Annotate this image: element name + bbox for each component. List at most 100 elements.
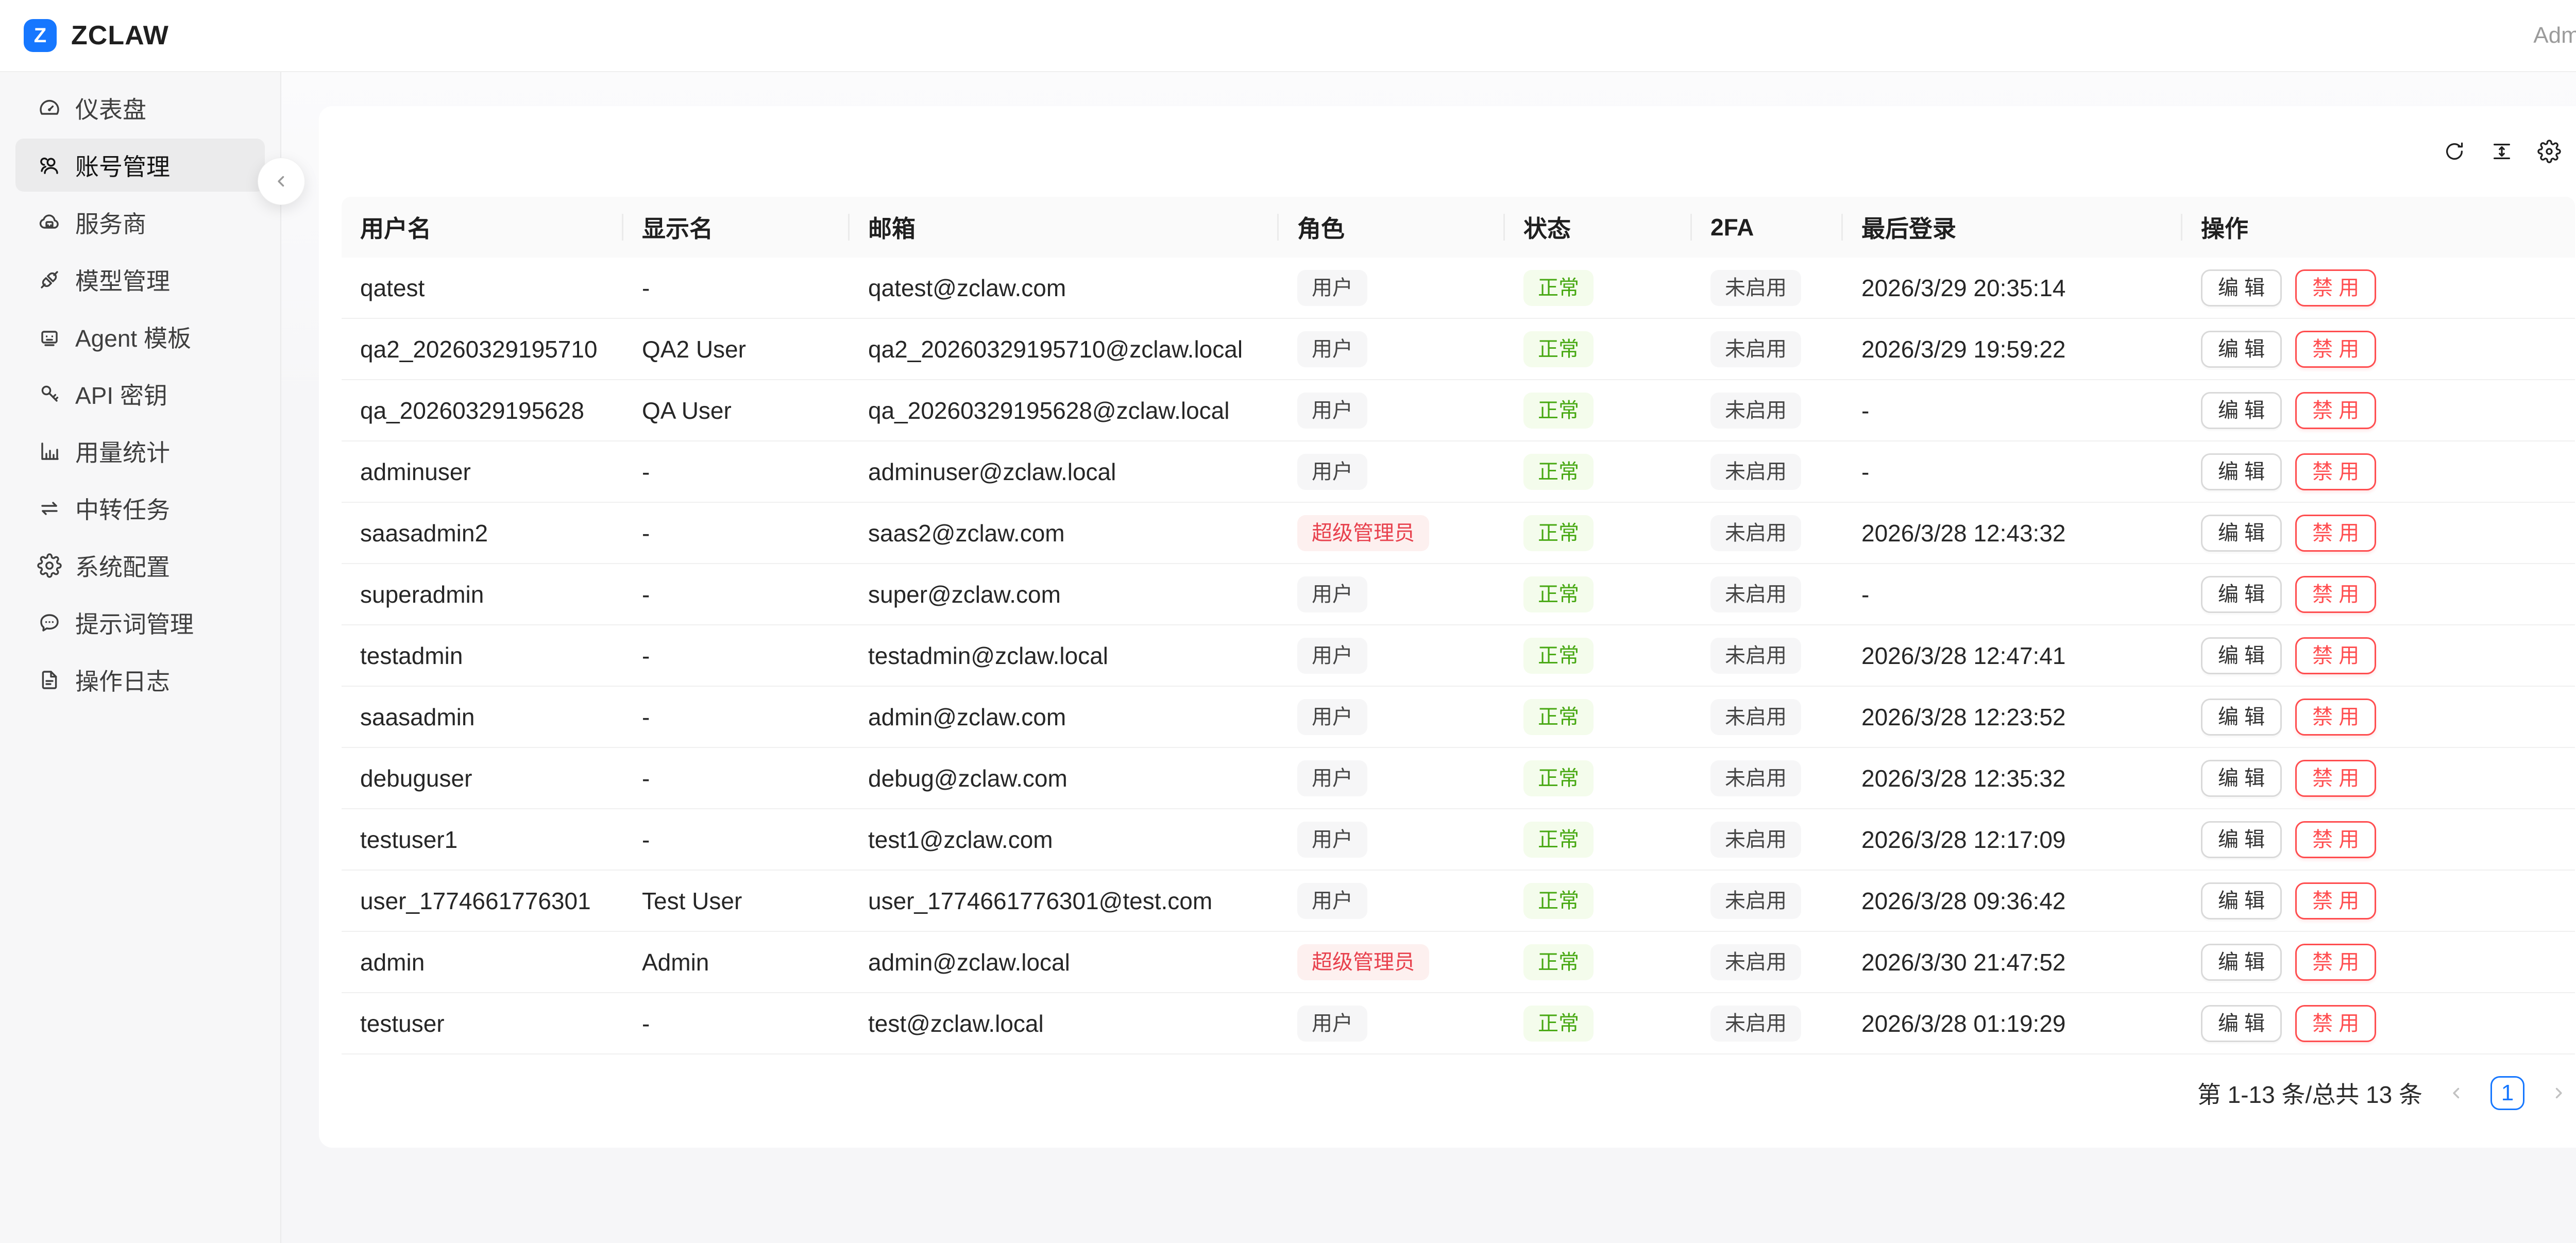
cell-display-name: - <box>623 503 850 564</box>
sidebar-item-10[interactable]: 提示词管理 <box>15 596 265 649</box>
sidebar-item-label: 模型管理 <box>75 267 170 295</box>
sidebar-item-6[interactable]: API 密钥 <box>15 367 265 420</box>
status-tag: 正常 <box>1523 944 1594 980</box>
status-tag: 正常 <box>1523 699 1594 735</box>
sidebar-item-5[interactable]: Agent 模板 <box>15 310 265 363</box>
cell-display-name: QA2 User <box>623 319 850 380</box>
table-header-row: 用户名 显示名 邮箱 角色 状态 2FA 最后登录 操作 <box>342 197 2575 258</box>
edit-button[interactable]: 编 辑 <box>2201 698 2282 736</box>
cell-2fa: 未启用 <box>1692 258 1843 319</box>
disable-button[interactable]: 禁 用 <box>2295 821 2377 858</box>
edit-button[interactable]: 编 辑 <box>2201 514 2282 552</box>
disable-button[interactable]: 禁 用 <box>2295 637 2377 674</box>
disable-button[interactable]: 禁 用 <box>2295 1004 2377 1042</box>
sidebar-collapse-button[interactable] <box>258 158 305 205</box>
twofa-tag: 未启用 <box>1710 1005 1801 1042</box>
message-icon <box>37 610 62 635</box>
main-wrap: 仪表盘 账号管理 服务商模型管理 Agent 模板 API 密钥 用量统计中转任务系统配置… <box>0 72 2576 1243</box>
disable-button[interactable]: 禁 用 <box>2295 575 2377 613</box>
sidebar-item-8[interactable]: 中转任务 <box>15 482 265 535</box>
cell-username: testadmin <box>342 625 623 687</box>
cell-role: 用户 <box>1279 625 1505 687</box>
disable-button[interactable]: 禁 用 <box>2295 514 2377 552</box>
twofa-tag: 未启用 <box>1710 453 1801 490</box>
table-card: 用户名 显示名 邮箱 角色 状态 2FA 最后登录 操作 qatest - qatest@zcla… <box>319 106 2576 1148</box>
cell-display-name: QA User <box>623 380 850 441</box>
twofa-tag: 未启用 <box>1710 760 1801 796</box>
disable-button[interactable]: 禁 用 <box>2295 943 2377 981</box>
disable-button[interactable]: 禁 用 <box>2295 269 2377 307</box>
gear-icon <box>37 553 62 578</box>
reload-button[interactable] <box>2440 137 2469 166</box>
cell-email: test@zclaw.local <box>850 993 1279 1054</box>
cell-role: 用户 <box>1279 564 1505 625</box>
sidebar-item-11[interactable]: 操作日志 <box>15 653 265 706</box>
cell-username: qatest <box>342 258 623 319</box>
topbar: Z ZCLAW Admin <box>0 0 2576 72</box>
cell-status: 正常 <box>1505 993 1692 1054</box>
sidebar-item-9[interactable]: 系统配置 <box>15 539 265 592</box>
edit-button[interactable]: 编 辑 <box>2201 330 2282 368</box>
edit-button[interactable]: 编 辑 <box>2201 1004 2282 1042</box>
cell-email: super@zclaw.com <box>850 564 1279 625</box>
cell-actions: 编 辑禁 用 <box>2182 441 2575 503</box>
cell-last-login: 2026/3/29 19:59:22 <box>1843 319 2182 380</box>
cell-username: saasadmin2 <box>342 503 623 564</box>
column-setting-button[interactable] <box>2535 137 2564 166</box>
disable-button[interactable]: 禁 用 <box>2295 330 2377 368</box>
edit-button[interactable]: 编 辑 <box>2201 637 2282 674</box>
status-tag: 正常 <box>1523 576 1594 612</box>
edit-button[interactable]: 编 辑 <box>2201 269 2282 307</box>
disable-button[interactable]: 禁 用 <box>2295 698 2377 736</box>
cell-email: admin@zclaw.com <box>850 687 1279 748</box>
twofa-tag: 未启用 <box>1710 392 1801 429</box>
table-row: qa_20260329195628 QA User qa_2026032919562… <box>342 380 2575 441</box>
table-row: testuser1- test1@zclaw.com 用户 正常 未启用 2026/3/2… <box>342 809 2575 871</box>
pagination-next-button[interactable] <box>2542 1077 2575 1110</box>
sidebar-item-2[interactable]: 账号管理 <box>15 139 265 192</box>
sidebar: 仪表盘 账号管理 服务商模型管理 Agent 模板 API 密钥 用量统计中转任务系统配置… <box>0 72 305 1243</box>
edit-button[interactable]: 编 辑 <box>2201 821 2282 858</box>
status-tag: 正常 <box>1523 1005 1594 1042</box>
pagination-prev-button[interactable] <box>2440 1077 2473 1110</box>
cell-status: 正常 <box>1505 380 1692 441</box>
column-header: 状态 <box>1505 197 1692 258</box>
cell-2fa: 未启用 <box>1692 687 1843 748</box>
sidebar-item-7[interactable]: 用量统计 <box>15 424 265 478</box>
disable-button[interactable]: 禁 用 <box>2295 453 2377 490</box>
cell-actions: 编 辑禁 用 <box>2182 748 2575 809</box>
cell-role: 用户 <box>1279 687 1505 748</box>
sidebar-item-3[interactable]: 服务商 <box>15 196 265 249</box>
cell-role: 用户 <box>1279 380 1505 441</box>
content-area: 用户名 显示名 邮箱 角色 状态 2FA 最后登录 操作 qatest - qatest@zcla… <box>281 72 2576 1243</box>
edit-button[interactable]: 编 辑 <box>2201 759 2282 797</box>
sidebar-item-1[interactable]: 仪表盘 <box>15 81 265 134</box>
app-logo: Z <box>24 19 57 52</box>
user-menu[interactable]: Admin <box>2533 23 2576 48</box>
density-button[interactable] <box>2487 137 2516 166</box>
twofa-tag: 未启用 <box>1710 821 1801 858</box>
sidebar-item-label: 中转任务 <box>75 496 170 523</box>
robot-icon <box>37 325 62 349</box>
cell-actions: 编 辑禁 用 <box>2182 932 2575 993</box>
role-tag: 用户 <box>1297 576 1367 612</box>
table-row: saasadmin - admin@zclaw.com 用户 正常 未启用 2026/3/2… <box>342 687 2575 748</box>
cell-actions: 编 辑禁 用 <box>2182 871 2575 932</box>
disable-button[interactable]: 禁 用 <box>2295 882 2377 920</box>
edit-button[interactable]: 编 辑 <box>2201 943 2282 981</box>
sidebar-item-4[interactable]: 模型管理 <box>15 253 265 306</box>
cell-actions: 编 辑禁 用 <box>2182 625 2575 687</box>
cell-display-name: - <box>623 748 850 809</box>
edit-button[interactable]: 编 辑 <box>2201 391 2282 429</box>
edit-button[interactable]: 编 辑 <box>2201 882 2282 920</box>
disable-button[interactable]: 禁 用 <box>2295 391 2377 429</box>
edit-button[interactable]: 编 辑 <box>2201 575 2282 613</box>
cell-actions: 编 辑禁 用 <box>2182 809 2575 871</box>
disable-button[interactable]: 禁 用 <box>2295 759 2377 797</box>
cell-2fa: 未启用 <box>1692 809 1843 871</box>
pagination-page-1[interactable]: 1 <box>2490 1076 2524 1110</box>
table-row: debuguser - debug@zclaw.com 用户 正常 未启用 2026/3/2… <box>342 748 2575 809</box>
bar-chart-icon <box>37 439 62 464</box>
edit-button[interactable]: 编 辑 <box>2201 453 2282 490</box>
cell-email: adminuser@zclaw.local <box>850 441 1279 503</box>
